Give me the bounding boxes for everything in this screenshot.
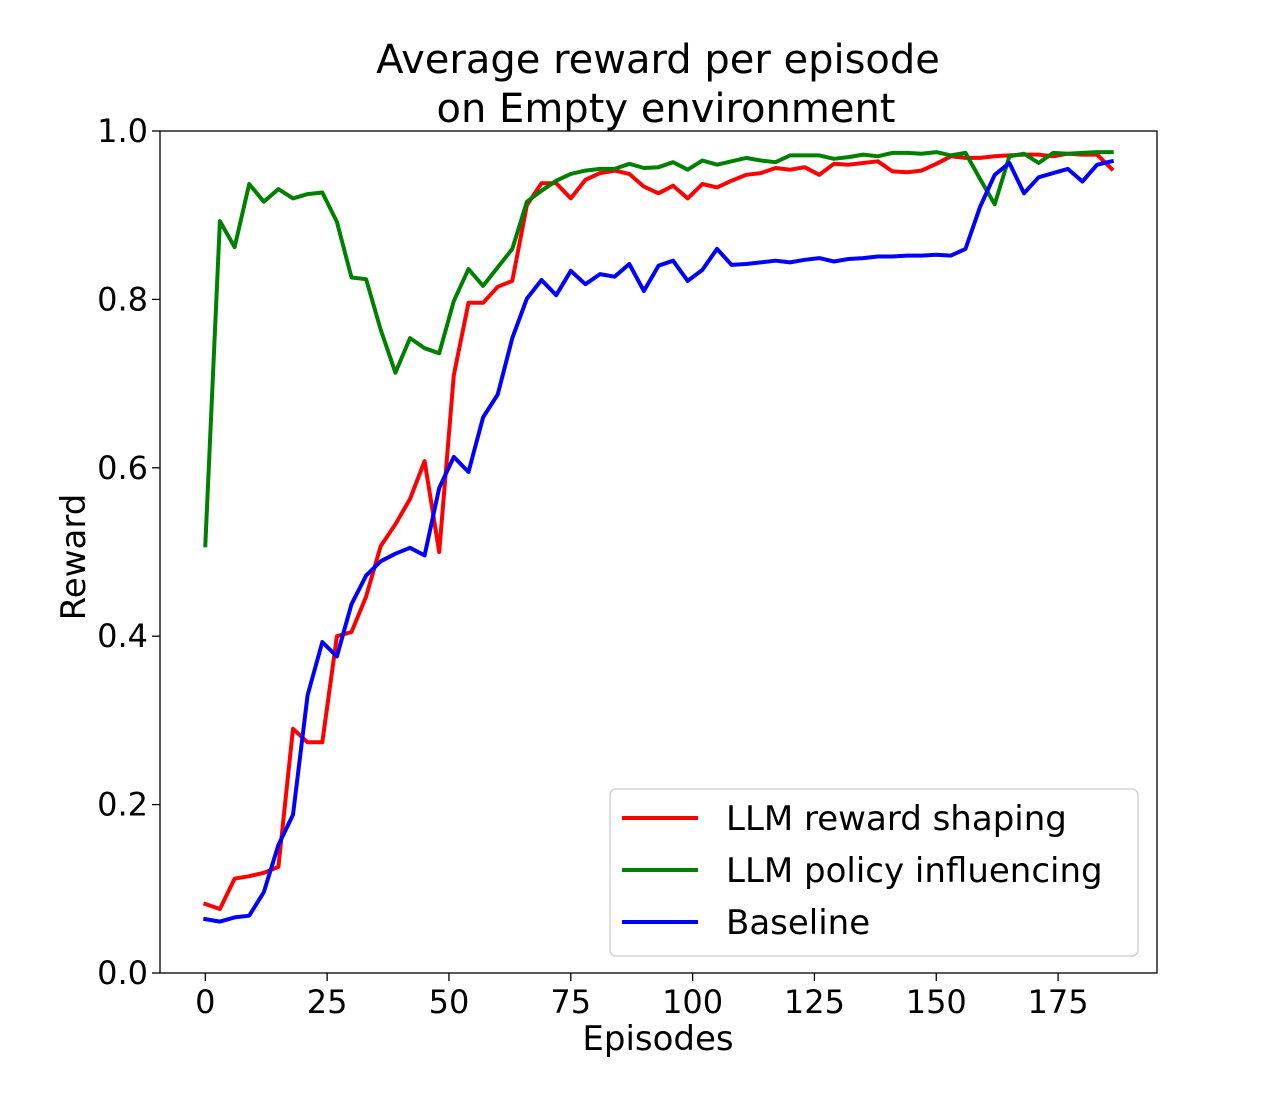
series-line-baseline (202, 158, 1115, 924)
legend: LLM reward shaping LLM policy influencin… (609, 788, 1139, 957)
legend-label-llm-policy-influencing: LLM policy influencing (726, 851, 1103, 891)
x-tick-label: 50 (429, 983, 470, 1021)
series-line-llm-policy-influencing (203, 150, 1114, 548)
y-tick-label: 0.0 (97, 954, 148, 992)
x-tick-label: 150 (906, 983, 967, 1021)
series-lines (202, 150, 1115, 924)
x-axis-ticks: 0 25 50 75 100 125 150 175 (195, 973, 1089, 1021)
x-tick-label: 0 (195, 983, 215, 1021)
x-axis-label: Episodes (582, 1019, 733, 1059)
y-axis-label: Reward (54, 494, 94, 621)
y-tick-label: 0.6 (97, 449, 148, 487)
chart-title-line-1: Average reward per episode (376, 37, 940, 83)
legend-box (609, 788, 1139, 957)
x-tick-label: 75 (550, 983, 591, 1021)
x-tick-label: 100 (662, 983, 723, 1021)
legend-label-llm-reward-shaping: LLM reward shaping (726, 799, 1067, 839)
series-line-llm-reward-shaping (202, 151, 1115, 911)
x-tick-label: 25 (307, 983, 348, 1021)
y-axis-ticks: 0.0 0.2 0.4 0.6 0.8 1.0 (97, 112, 160, 992)
x-tick-label: 125 (784, 983, 845, 1021)
legend-label-baseline: Baseline (726, 903, 870, 943)
y-tick-label: 0.4 (97, 617, 148, 655)
y-tick-label: 0.2 (97, 786, 148, 824)
y-tick-label: 1.0 (97, 112, 148, 150)
y-tick-label: 0.8 (97, 280, 148, 318)
x-tick-label: 175 (1028, 983, 1089, 1021)
chart-title-line-2: on Empty environment (437, 86, 896, 132)
plot-area-frame (159, 130, 1158, 974)
